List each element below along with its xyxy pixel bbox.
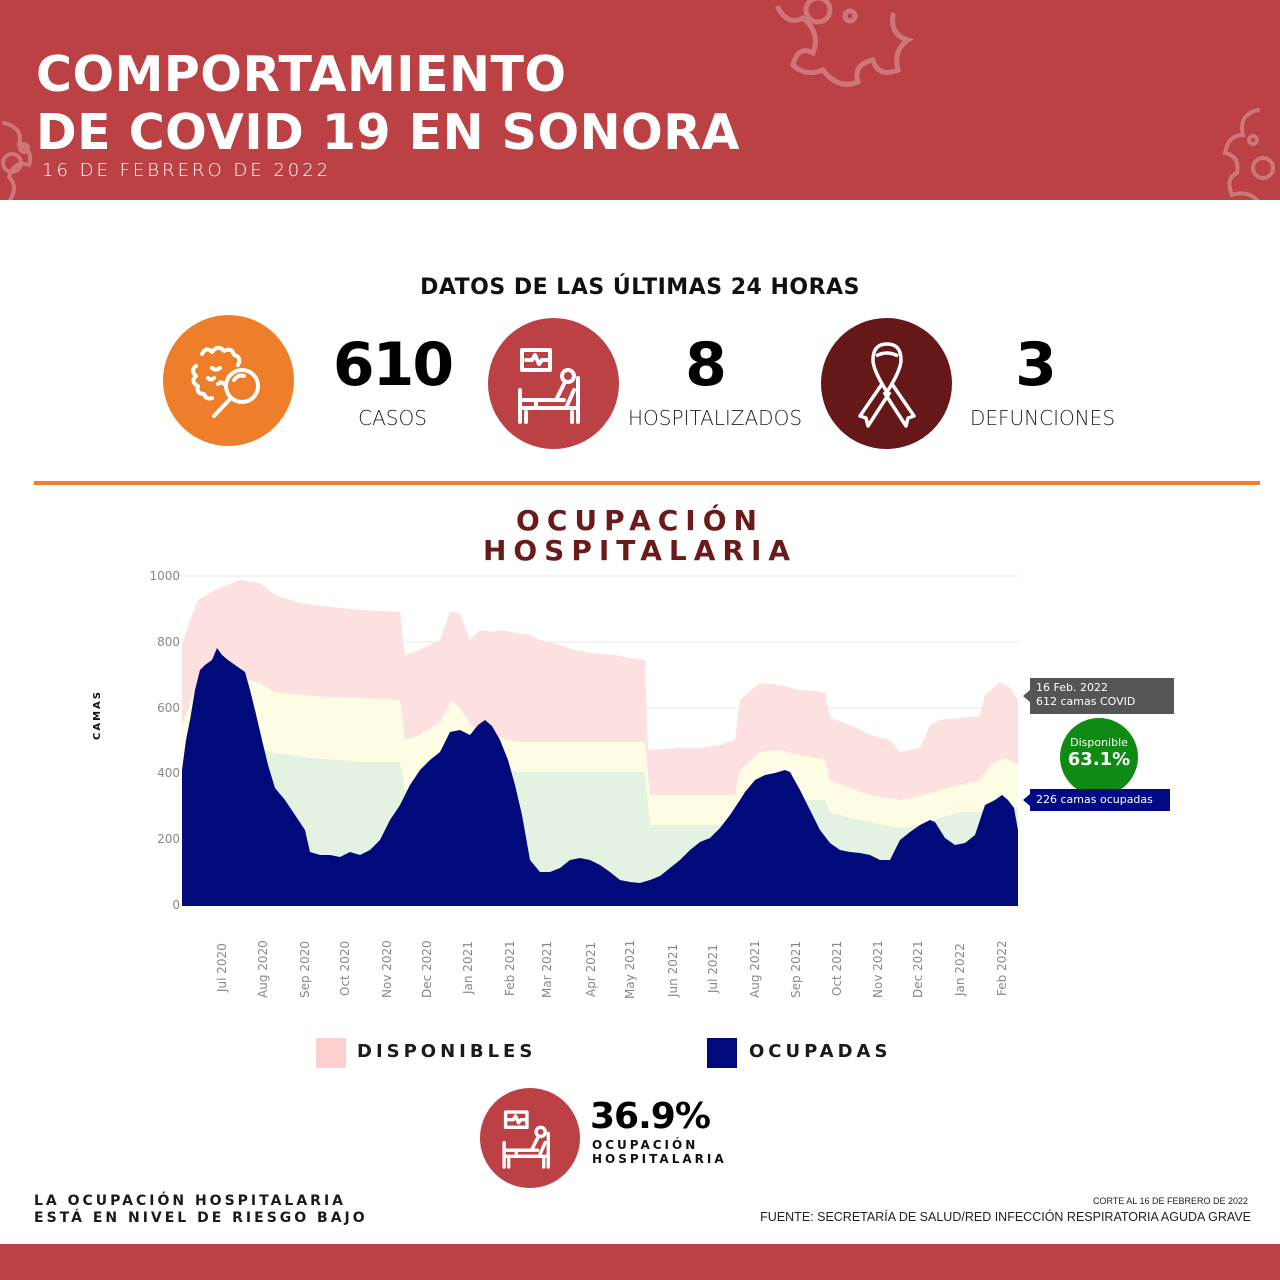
hospital-occupancy-chart: 1000 800 600 400 200 0 Jul 2020 Aug 2020… — [149, 569, 1018, 999]
svg-text:Apr 2021: Apr 2021 — [584, 942, 598, 997]
occupancy-value: 36.9% — [590, 1096, 711, 1137]
occupied-beds-annotation: 226 camas ocupadas — [1023, 789, 1170, 811]
svg-text:Nov 2021: Nov 2021 — [871, 940, 885, 998]
section-divider — [34, 481, 1260, 485]
stats-heading: DATOS DE LAS ÚLTIMAS 24 HORAS — [420, 275, 860, 300]
risk-level-note: LA OCUPACIÓN HOSPITALARIA ESTÁ EN NIVEL … — [34, 1193, 368, 1227]
svg-text:400: 400 — [157, 766, 180, 780]
report-date: 16 DE FEBRERO DE 2022 — [42, 160, 332, 181]
svg-text:Dec 2021: Dec 2021 — [911, 940, 925, 998]
chart-title-line-2: HOSPITALARIA — [482, 534, 798, 567]
ocupadas-area — [182, 648, 1018, 905]
cases-icon-circle — [163, 315, 294, 446]
svg-text:200: 200 — [157, 832, 180, 846]
svg-text:Jun 2021: Jun 2021 — [666, 944, 680, 998]
header-banner: COMPORTAMIENTO DE COVID 19 EN SONORA 16 … — [0, 0, 1280, 200]
x-axis-ticks: Jul 2020 Aug 2020 Sep 2020 Oct 2020 Nov … — [215, 940, 1009, 999]
legend-label-disponibles: DISPONIBLES — [357, 1041, 537, 1062]
deaths-icon-circle — [821, 318, 952, 449]
legend-swatch-ocupadas — [707, 1038, 737, 1068]
cases-label: CASOS — [358, 406, 427, 430]
ribbon-icon — [857, 341, 916, 428]
svg-text:Aug 2020: Aug 2020 — [256, 940, 270, 998]
hospital-bed-icon — [517, 347, 580, 424]
data-source: FUENTE: SECRETARÍA DE SALUD/RED INFECCIÓ… — [760, 1210, 1251, 1224]
svg-text:Sep 2020: Sep 2020 — [298, 941, 312, 998]
title-line-2: DE COVID 19 EN SONORA — [36, 104, 740, 161]
virus-decoration-icon — [1222, 108, 1275, 200]
annotation-date: 16 Feb. 2022 — [1036, 681, 1108, 694]
total-beds-annotation: 16 Feb. 2022 612 camas COVID — [1023, 678, 1174, 714]
svg-text:Jan 2022: Jan 2022 — [953, 943, 967, 997]
virus-decoration-icon — [775, 0, 914, 87]
occupancy-label-line-1: OCUPACIÓN — [592, 1138, 699, 1152]
svg-text:1000: 1000 — [149, 569, 180, 583]
svg-text:Sep 2021: Sep 2021 — [789, 941, 803, 998]
hospitalized-icon-circle — [488, 318, 619, 449]
hospital-bed-icon — [502, 1110, 550, 1169]
hospitalized-label: HOSPITALIZADOS — [627, 406, 803, 430]
cases-value: 610 — [332, 330, 454, 400]
deaths-value: 3 — [1015, 330, 1057, 400]
available-percentage-badge: Disponible 63.1% — [1060, 718, 1138, 796]
hospitalized-value: 8 — [685, 330, 727, 400]
risk-line-1: LA OCUPACIÓN HOSPITALARIA — [34, 1193, 347, 1209]
available-value: 63.1% — [1067, 749, 1131, 770]
virus-decoration-icon — [1, 121, 33, 200]
risk-line-2: ESTÁ EN NIVEL DE RIESGO BAJO — [34, 1210, 368, 1226]
svg-text:Mar 2021: Mar 2021 — [540, 941, 554, 998]
occupancy-label: OCUPACIÓN HOSPITALARIA — [592, 1138, 727, 1166]
svg-text:Nov 2020: Nov 2020 — [380, 940, 394, 998]
svg-text:Jul 2020: Jul 2020 — [215, 943, 229, 993]
svg-text:Oct 2020: Oct 2020 — [338, 941, 352, 996]
y-axis-label: CAMAS — [92, 690, 103, 740]
available-label: Disponible — [1070, 736, 1128, 749]
svg-text:800: 800 — [157, 635, 180, 649]
svg-text:Feb 2022: Feb 2022 — [995, 940, 1009, 996]
svg-text:Jul 2021: Jul 2021 — [706, 944, 720, 994]
cutoff-date: CORTE AL 16 DE FEBRERO DE 2022 — [1092, 1196, 1248, 1206]
svg-text:0: 0 — [172, 898, 180, 912]
legend-label-ocupadas: OCUPADAS — [749, 1041, 892, 1062]
annotation-total: 612 camas COVID — [1036, 695, 1136, 708]
svg-text:600: 600 — [157, 701, 180, 715]
chart-title: OCUPACIÓN HOSPITALARIA — [0, 506, 1280, 566]
title-line-1: COMPORTAMIENTO — [36, 46, 567, 103]
footer-banner — [0, 1244, 1280, 1280]
legend-swatch-disponibles — [316, 1038, 346, 1068]
svg-text:Feb 2021: Feb 2021 — [503, 940, 517, 996]
occupancy-label-line-2: HOSPITALARIA — [592, 1152, 727, 1166]
deaths-label: DEFUNCIONES — [969, 406, 1116, 430]
page-title: COMPORTAMIENTO DE COVID 19 EN SONORA — [36, 46, 740, 162]
svg-text:Dec 2020: Dec 2020 — [420, 940, 434, 998]
y-axis-ticks: 1000 800 600 400 200 0 — [149, 569, 180, 912]
occupancy-icon-circle — [480, 1088, 580, 1188]
chart-title-line-1: OCUPACIÓN — [516, 504, 764, 537]
virus-magnifier-icon — [190, 345, 260, 418]
svg-text:Aug 2021: Aug 2021 — [748, 940, 762, 998]
svg-text:Oct 2021: Oct 2021 — [830, 941, 844, 996]
svg-text:May 2021: May 2021 — [623, 940, 637, 999]
svg-text:Jan 2021: Jan 2021 — [461, 941, 475, 995]
